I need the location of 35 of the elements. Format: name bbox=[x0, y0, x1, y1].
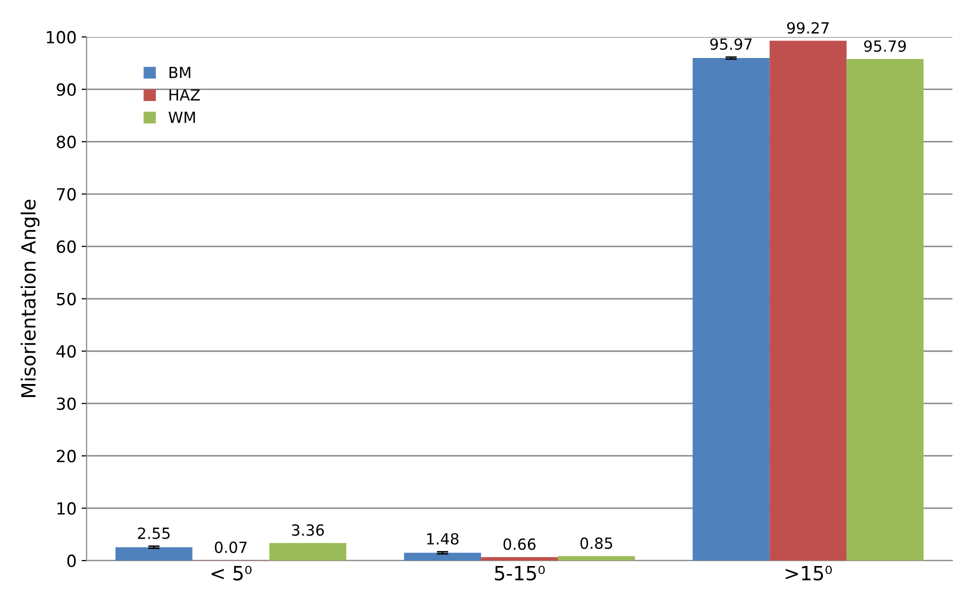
bar bbox=[770, 40, 847, 561]
data-label: 0.07 bbox=[214, 542, 247, 554]
y-tick-label: 10 bbox=[57, 502, 76, 515]
data-label: 95.79 bbox=[864, 40, 906, 52]
bar bbox=[558, 556, 635, 561]
legend-label: WM bbox=[168, 112, 195, 123]
y-axis-title: Misorientation Angle bbox=[20, 200, 40, 397]
y-tick-label: 40 bbox=[56, 345, 76, 358]
y-tick-label: 90 bbox=[56, 83, 76, 96]
x-tick-label: 5-15⁰ bbox=[495, 566, 545, 580]
data-label: 1.48 bbox=[427, 533, 458, 545]
data-label: 0.66 bbox=[503, 538, 536, 550]
bar bbox=[846, 59, 924, 561]
x-tick-label: >15⁰ bbox=[786, 566, 832, 580]
y-tick-label: 70 bbox=[57, 188, 76, 201]
legend-label: HAZ bbox=[170, 89, 200, 100]
bar bbox=[692, 58, 770, 561]
legend-label: BM bbox=[170, 66, 190, 78]
bar bbox=[115, 547, 192, 561]
bar bbox=[269, 542, 346, 561]
y-tick-label: 100 bbox=[46, 30, 76, 44]
y-tick-label: 50 bbox=[56, 292, 76, 306]
bar bbox=[481, 557, 558, 561]
y-tick-label: 0 bbox=[67, 554, 76, 568]
data-label: 2.55 bbox=[138, 527, 170, 540]
y-tick-label: 60 bbox=[56, 240, 76, 253]
bar bbox=[404, 552, 481, 561]
data-label: 95.97 bbox=[710, 38, 752, 50]
data-label: 99.27 bbox=[787, 22, 829, 34]
y-tick-label: 80 bbox=[56, 136, 76, 148]
x-tick-label: < 5⁰ bbox=[212, 566, 252, 580]
data-label: 0.85 bbox=[580, 537, 612, 549]
data-label: 3.36 bbox=[292, 524, 324, 536]
y-tick-label: 20 bbox=[56, 450, 76, 462]
y-tick-label: 30 bbox=[56, 397, 76, 410]
